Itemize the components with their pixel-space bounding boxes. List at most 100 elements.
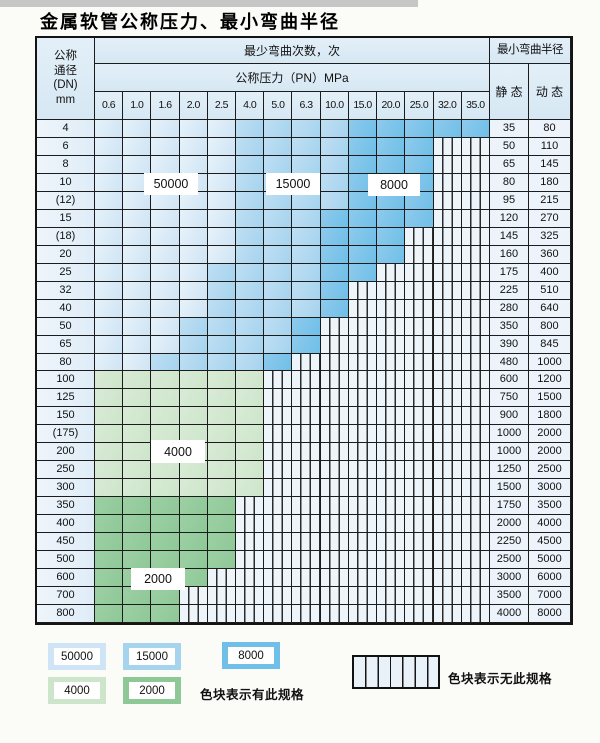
cycle-cell xyxy=(377,425,406,444)
cycle-cell xyxy=(377,479,406,498)
cycle-cell xyxy=(320,407,349,426)
cycle-cell xyxy=(236,461,265,480)
dynamic-radius-value: 2000 xyxy=(528,425,571,444)
cycle-cell xyxy=(348,317,378,336)
cycle-cell xyxy=(207,605,237,623)
pressure-col-header: 25.0 xyxy=(405,92,434,120)
cycle-cell xyxy=(320,173,349,192)
cycle-cell xyxy=(123,155,152,174)
dn-column-header: 公称 通径 (DN) mm xyxy=(37,38,95,120)
cycle-cell xyxy=(292,497,321,516)
cycle-cell xyxy=(264,389,293,408)
cycle-cell xyxy=(377,551,406,570)
cycle-cell xyxy=(95,335,124,354)
cycle-cell xyxy=(405,569,434,588)
cycle-cell xyxy=(320,461,349,480)
cycle-cell xyxy=(320,335,349,354)
cycle-cell xyxy=(236,263,265,282)
cycle-cell xyxy=(433,281,462,300)
cycle-cell xyxy=(151,317,180,336)
cycle-cell xyxy=(292,191,321,210)
cycle-cell xyxy=(461,173,490,192)
cycle-cell xyxy=(264,137,293,156)
cycle-cell xyxy=(433,515,462,534)
dynamic-radius-value: 1000 xyxy=(528,353,571,372)
cycle-cell xyxy=(433,191,462,210)
dn-label: 8 xyxy=(37,155,95,174)
static-radius-value: 50 xyxy=(489,137,529,156)
static-radius-value: 2250 xyxy=(489,533,529,552)
cycle-cell xyxy=(95,497,124,516)
cycle-cell xyxy=(207,443,237,462)
cycle-cell xyxy=(433,551,462,570)
cycle-cell xyxy=(264,443,293,462)
cycle-cell xyxy=(151,515,180,534)
cycle-cell xyxy=(348,335,378,354)
legend-swatch-label: 50000 xyxy=(54,648,100,665)
cycle-cell xyxy=(292,263,321,282)
cycle-cell xyxy=(179,120,208,138)
dn-label: 250 xyxy=(37,461,95,480)
cycle-cell xyxy=(405,263,434,282)
cycle-cell xyxy=(123,407,152,426)
cycle-cell xyxy=(151,281,180,300)
dn-header-line: 公称 xyxy=(54,50,77,62)
dynamic-radius-value: 1500 xyxy=(528,389,571,408)
cycle-cell xyxy=(377,371,406,390)
cycle-cell xyxy=(461,605,490,623)
static-radius-value: 1000 xyxy=(489,425,529,444)
cycle-cell xyxy=(320,227,349,246)
legend-swatch-label: 8000 xyxy=(228,647,274,664)
cycle-cell xyxy=(123,479,152,498)
cycle-cell xyxy=(377,443,406,462)
cycle-cell xyxy=(348,281,378,300)
cycle-cell xyxy=(264,281,293,300)
dn-label: 40 xyxy=(37,299,95,318)
cycle-cell xyxy=(151,155,180,174)
cycle-cell xyxy=(405,155,434,174)
cycle-cell xyxy=(236,281,265,300)
cycle-cell xyxy=(123,335,152,354)
cycle-cell xyxy=(292,389,321,408)
cycle-cell xyxy=(151,587,180,606)
cycle-cell xyxy=(461,389,490,408)
static-radius-value: 145 xyxy=(489,227,529,246)
cycle-cell xyxy=(461,155,490,174)
cycle-cell xyxy=(461,515,490,534)
cycle-cell xyxy=(377,407,406,426)
legend-swatch-label: 15000 xyxy=(129,648,175,665)
cycle-cell xyxy=(236,155,265,174)
cycle-cell xyxy=(236,299,265,318)
cycle-cell xyxy=(292,299,321,318)
cycle-cell xyxy=(292,335,321,354)
cycle-cell xyxy=(348,533,378,552)
cycle-cell xyxy=(405,299,434,318)
cycle-cell xyxy=(433,533,462,552)
dn-label: (18) xyxy=(37,227,95,246)
cycle-cell xyxy=(95,605,124,623)
cycle-cell xyxy=(377,281,406,300)
cycle-cell xyxy=(405,209,434,228)
cycle-cell xyxy=(405,461,434,480)
cycle-cell xyxy=(292,533,321,552)
cycle-cell xyxy=(461,317,490,336)
cycle-cell xyxy=(179,515,208,534)
cycle-cell xyxy=(207,515,237,534)
dn-label: 200 xyxy=(37,443,95,462)
static-radius-value: 3500 xyxy=(489,587,529,606)
static-radius-value: 35 xyxy=(489,120,529,138)
cycle-cell xyxy=(207,120,237,138)
dn-label: 15 xyxy=(37,209,95,228)
cycle-cell xyxy=(207,353,237,372)
pressure-col-header: 2.0 xyxy=(179,92,208,120)
cycle-cell xyxy=(236,551,265,570)
cycle-cell xyxy=(207,407,237,426)
cycle-cell xyxy=(179,137,208,156)
cycle-cell xyxy=(461,533,490,552)
cycle-cell xyxy=(320,443,349,462)
static-radius-value: 225 xyxy=(489,281,529,300)
cycle-cell xyxy=(405,533,434,552)
cycle-cell xyxy=(95,371,124,390)
dn-label: 350 xyxy=(37,497,95,516)
